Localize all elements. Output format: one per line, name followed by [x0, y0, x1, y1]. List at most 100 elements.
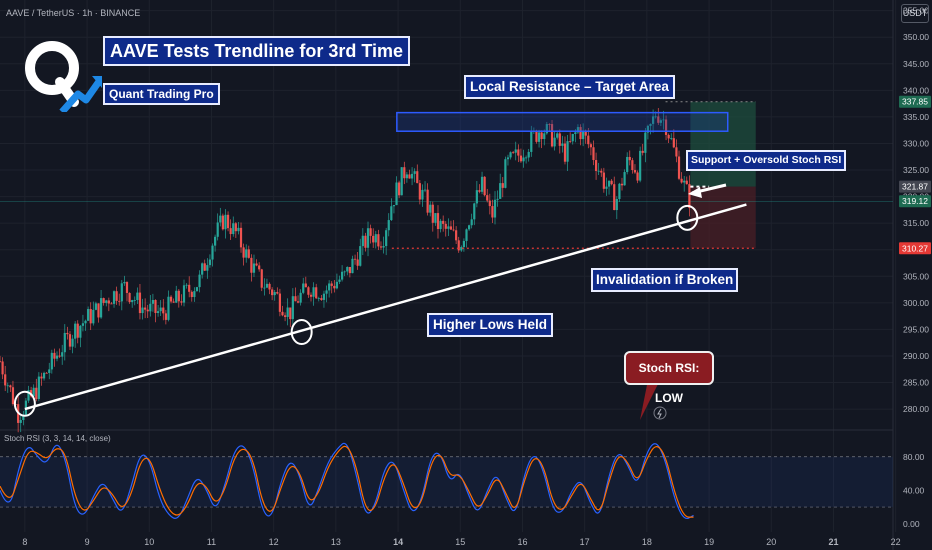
candle-body — [540, 132, 543, 140]
candle-body — [71, 338, 74, 347]
candle-body — [341, 271, 344, 280]
candle-body — [125, 282, 129, 293]
candle-body — [649, 123, 652, 126]
candle-body — [444, 223, 447, 229]
candle-body — [436, 213, 440, 230]
candle-body — [131, 300, 134, 303]
candle-body — [133, 300, 136, 301]
candle-body — [309, 294, 313, 297]
candle-body — [149, 303, 152, 312]
candle-body — [128, 292, 131, 303]
candle-body — [392, 205, 396, 207]
candle-body — [426, 189, 429, 213]
profit-zone — [690, 101, 756, 187]
candle-body — [198, 274, 201, 288]
candle-body — [571, 133, 574, 142]
candle-body — [299, 292, 302, 303]
candle-body — [258, 265, 261, 270]
candle-body — [302, 283, 305, 293]
candle-body — [105, 300, 108, 303]
stoch-y-tick: 0.00 — [903, 519, 920, 529]
candle-body — [245, 249, 248, 258]
candle-body — [607, 180, 611, 187]
candle-body — [620, 183, 624, 186]
candle-body — [304, 283, 307, 288]
currency-button[interactable]: USDT — [901, 4, 929, 23]
candle-body — [517, 149, 520, 156]
candle-body — [37, 376, 40, 399]
stoch-band — [0, 456, 893, 508]
candle-body — [680, 178, 683, 183]
resistance-label: Local Resistance – Target Area — [464, 75, 675, 99]
candle-body — [118, 300, 121, 302]
candle-body — [268, 283, 271, 290]
candle-body — [537, 132, 541, 142]
candle-body — [374, 234, 377, 243]
candle-body — [328, 283, 331, 291]
candle-body — [618, 183, 621, 199]
candle-body — [120, 283, 123, 302]
candle-body — [496, 198, 499, 200]
candle-body — [182, 285, 186, 303]
candle-body — [307, 287, 310, 295]
candle-body — [169, 296, 173, 302]
candle-body — [493, 199, 497, 218]
candle-body — [146, 309, 149, 312]
candle-body — [359, 246, 362, 266]
candle-body — [514, 149, 517, 153]
candle-body — [226, 214, 230, 229]
price-label-bg — [899, 195, 931, 208]
candle-body — [265, 283, 269, 288]
candle-body — [167, 296, 170, 320]
candle-body — [641, 150, 644, 153]
candle-body — [483, 176, 486, 196]
candle-body — [452, 229, 455, 231]
candle-body — [460, 247, 463, 251]
candle-body — [61, 352, 64, 357]
symbol-header[interactable]: AAVE / TetherUS · 1h · BINANCE — [6, 8, 141, 18]
touch-point-circle — [290, 319, 313, 346]
candle-body — [19, 420, 22, 423]
candle-body — [87, 309, 90, 321]
y-tick-label: 290.00 — [903, 351, 929, 361]
candle-body — [348, 266, 351, 274]
candle-body — [662, 119, 665, 121]
candle-body — [543, 133, 546, 140]
candle-body — [97, 303, 100, 318]
candle-body — [372, 235, 375, 243]
candle-body — [574, 132, 577, 134]
x-tick-label: 18 — [642, 537, 652, 547]
candle-body — [605, 186, 608, 189]
candle-body — [154, 299, 157, 313]
y-tick-label: 300.00 — [903, 298, 929, 308]
candle-body — [558, 133, 561, 146]
candle-body — [579, 127, 582, 140]
candle-body — [550, 124, 554, 147]
candle-body — [99, 298, 103, 318]
candle-body — [408, 174, 411, 179]
flash-icon-bolt — [657, 408, 662, 419]
x-tick-label: 20 — [766, 537, 776, 547]
y-tick-label: 345.00 — [903, 59, 929, 69]
candle-body — [587, 135, 590, 145]
touch-point-circle — [13, 390, 36, 417]
chart-grid — [0, 0, 897, 550]
candle-body — [53, 352, 56, 359]
candle-body — [589, 144, 592, 148]
candle-body — [84, 320, 87, 324]
candle-body — [522, 157, 525, 162]
y-tick-label: 280.00 — [903, 404, 929, 414]
stoch-rsi-title: Stoch RSI (3, 3, 14, 14, close) — [4, 434, 111, 443]
y-tick-label: 295.00 — [903, 324, 929, 334]
candle-body — [172, 301, 175, 303]
candle-body — [685, 180, 688, 185]
candle-body — [569, 141, 572, 142]
candle-body — [582, 130, 585, 140]
candle-body — [239, 227, 243, 248]
candle-body — [247, 249, 250, 258]
x-tick-label: 22 — [891, 537, 901, 547]
candle-body — [164, 313, 167, 320]
chart-axes: 280.00 285.00 290.00 295.00 300.00 305.00 310.… — [22, 6, 931, 547]
candle-body — [40, 376, 43, 379]
